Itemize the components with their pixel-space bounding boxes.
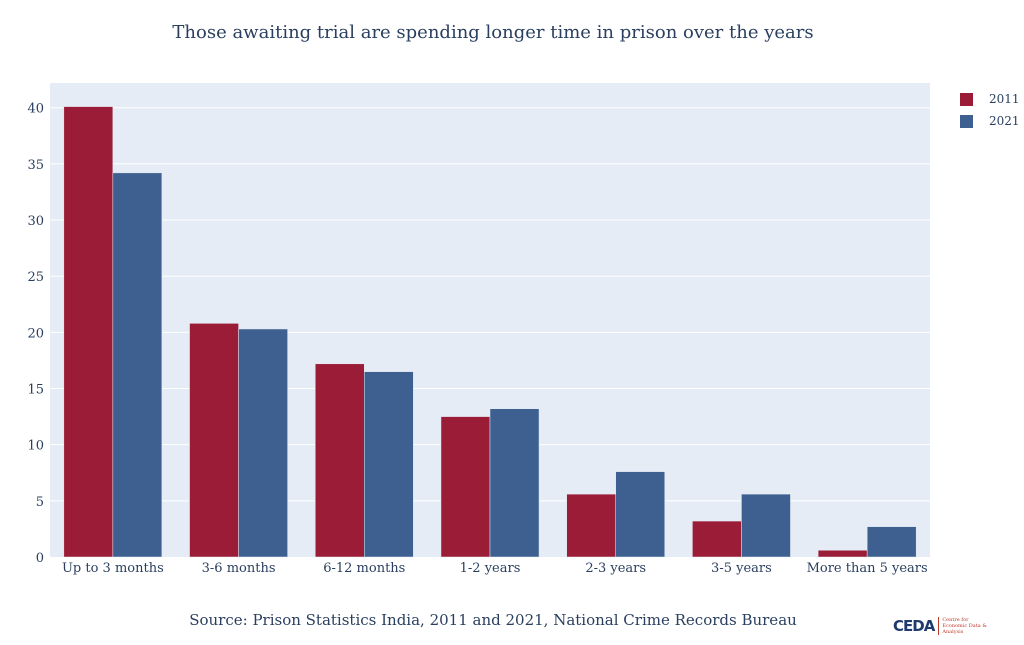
bar-2021 (238, 328, 288, 558)
bar-2021 (615, 471, 665, 558)
y-tick-label: 15 (27, 383, 44, 398)
legend-label: 2011 (989, 92, 1020, 106)
bar-2011 (692, 520, 742, 558)
bar-2021 (489, 408, 540, 558)
legend-item-2021[interactable]: 2021 (960, 110, 1020, 132)
x-tick-label: More than 5 years (807, 561, 928, 576)
bar-2011 (315, 363, 365, 558)
bar-2011 (566, 493, 616, 558)
bar-2011 (440, 416, 491, 558)
ceda-logo: CEDA Centre for Economic Data & Analysis (893, 617, 994, 635)
x-tick-label: Up to 3 months (62, 561, 164, 576)
bar-2021 (866, 526, 917, 558)
y-tick-label: 35 (27, 158, 44, 173)
bar-2011 (63, 106, 114, 558)
bar-2021 (112, 172, 163, 558)
y-tick-label: 25 (27, 270, 44, 285)
logo-text: Centre for Economic Data & Analysis (938, 617, 994, 635)
legend: 2011 2021 (960, 88, 1020, 132)
y-tick-label: 40 (27, 102, 44, 117)
x-tick-label: 2-3 years (585, 561, 646, 576)
y-tick-label: 30 (27, 214, 44, 229)
legend-swatch (960, 114, 973, 128)
x-tick-label: 3-5 years (711, 561, 772, 576)
bar-2021 (741, 493, 791, 558)
bar-2021 (364, 371, 414, 558)
y-tick-label: 0 (36, 551, 44, 566)
legend-item-2011[interactable]: 2011 (960, 88, 1020, 110)
y-tick-label: 10 (27, 439, 44, 454)
source-note: Source: Prison Statistics India, 2011 an… (189, 611, 797, 629)
y-tick-label: 5 (36, 495, 44, 510)
bar-2011 (817, 550, 868, 558)
x-tick-label: 6-12 months (323, 561, 405, 576)
x-tick-label: 3-6 months (202, 561, 276, 576)
x-tick-label: 1-2 years (460, 561, 521, 576)
legend-label: 2021 (989, 114, 1020, 128)
chart-title: Those awaiting trial are spending longer… (172, 22, 814, 43)
bar-2011 (189, 323, 239, 558)
logo-mark: CEDA (893, 617, 935, 635)
legend-swatch (960, 92, 973, 106)
y-tick-label: 20 (27, 326, 44, 341)
